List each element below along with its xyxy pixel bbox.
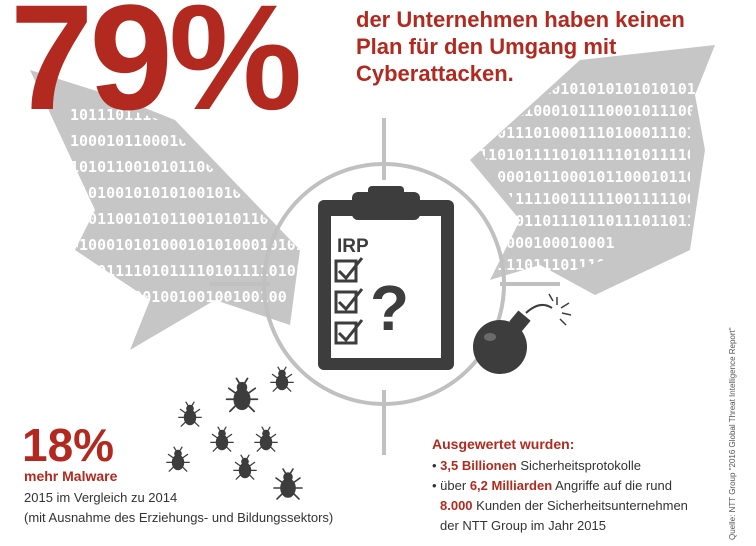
binary-line: 0001000100010001 (470, 234, 615, 252)
bug-icon (225, 377, 259, 413)
evaluated-title: Ausgewertet wurden: (432, 436, 575, 452)
bomb-icon (473, 293, 572, 374)
binary-line: 01000101010001010100010101000101 (70, 236, 359, 254)
source-note: Quelle: NTT Group "2016 Global Threat In… (728, 327, 737, 540)
bug-icon (178, 401, 202, 427)
main-percentage: 79% (10, 0, 302, 141)
question-mark: ? (370, 272, 409, 344)
irp-label: IRP (337, 236, 369, 257)
checkbox-icon (334, 257, 364, 345)
malware-label: mehr Malware (24, 468, 118, 484)
starburst-left (30, 70, 300, 350)
malware-exception: (mit Ausnahme des Erziehungs- und Bildun… (24, 510, 334, 525)
evaluated-item-protocols: • 3,5 Billionen Sicherheitsprotokolle (432, 458, 642, 473)
binary-line: 00101110001011100010111000101110 (470, 102, 756, 120)
binary-line: 1100111110011111001111100111 (470, 190, 723, 208)
binary-line: 0110001011000101100010110001 (470, 168, 723, 186)
bug-icon (273, 468, 303, 500)
bug-group (166, 366, 303, 500)
clipboard-icon (318, 186, 454, 370)
malware-percentage: 18% (22, 419, 115, 471)
bug-icon (210, 426, 234, 452)
binary-line: 10001110100011101000111010001110 (470, 124, 756, 142)
headline-text: der Unternehmen haben keinen Plan für de… (356, 7, 685, 86)
starburst-right (470, 45, 715, 295)
bug-icon (270, 366, 294, 392)
binary-line: 1011101101110110111011011101 (470, 212, 723, 230)
binary-line: 100100100100100100100100 (70, 288, 287, 306)
crosshair-icon (210, 118, 560, 455)
bug-icon (254, 426, 278, 452)
malware-comparison: 2015 im Vergleich zu 2014 (24, 490, 178, 505)
evaluated-item-attacks: • über 6,2 Milliarden Angriffe auf die r… (432, 478, 672, 493)
evaluated-item-customers: 8.000 Kunden der Sicherheitsunternehmen (440, 498, 688, 513)
bug-icon (166, 446, 190, 472)
binary-line: 1010111101011110101111010111 (70, 262, 323, 280)
bug-icon (233, 454, 257, 480)
binary-line: 01011001010110010101100101011001 (70, 210, 359, 228)
binary-line: 1110101111010111101011110101 (470, 146, 723, 164)
evaluated-item-group: der NTT Group im Jahr 2015 (440, 518, 606, 533)
